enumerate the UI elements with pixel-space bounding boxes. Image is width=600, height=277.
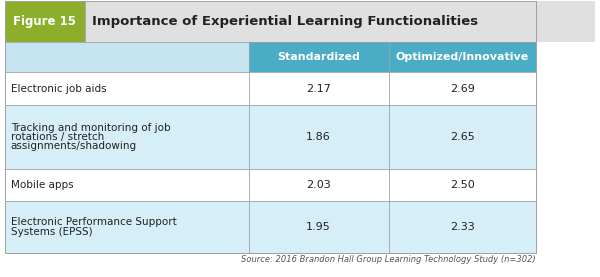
Text: 2.03: 2.03 xyxy=(306,180,331,190)
Text: Mobile apps: Mobile apps xyxy=(11,180,73,190)
Text: rotations / stretch: rotations / stretch xyxy=(11,132,104,142)
Text: Systems (EPSS): Systems (EPSS) xyxy=(11,227,92,237)
Text: Standardized: Standardized xyxy=(277,52,360,62)
Text: Tracking and monitoring of job: Tracking and monitoring of job xyxy=(11,123,170,133)
Bar xyxy=(5,42,248,72)
Text: Optimized/Innovative: Optimized/Innovative xyxy=(396,52,529,62)
Text: Source: 2016 Brandon Hall Group Learning Technology Study (n=302): Source: 2016 Brandon Hall Group Learning… xyxy=(241,255,536,264)
Bar xyxy=(5,1,536,253)
Bar xyxy=(5,169,248,201)
Bar xyxy=(389,169,536,201)
Bar xyxy=(85,1,595,42)
Text: Electronic Performance Support: Electronic Performance Support xyxy=(11,217,176,227)
Bar xyxy=(248,105,389,169)
Bar xyxy=(389,201,536,253)
Text: Figure 15: Figure 15 xyxy=(13,16,76,28)
Text: Importance of Experiential Learning Functionalities: Importance of Experiential Learning Func… xyxy=(92,16,478,28)
Bar xyxy=(5,72,248,105)
Bar xyxy=(389,72,536,105)
Text: 2.69: 2.69 xyxy=(450,84,475,94)
Text: 1.95: 1.95 xyxy=(306,222,331,232)
Bar xyxy=(248,169,389,201)
Text: 2.17: 2.17 xyxy=(306,84,331,94)
Text: 1.86: 1.86 xyxy=(306,132,331,142)
Bar xyxy=(248,201,389,253)
Bar xyxy=(248,42,389,72)
Bar xyxy=(248,72,389,105)
Bar xyxy=(5,1,85,42)
Bar xyxy=(389,42,536,72)
Text: Electronic job aids: Electronic job aids xyxy=(11,84,106,94)
Bar xyxy=(5,201,248,253)
Bar xyxy=(5,105,248,169)
Text: 2.50: 2.50 xyxy=(450,180,475,190)
Text: 2.33: 2.33 xyxy=(450,222,475,232)
Bar xyxy=(389,105,536,169)
Text: assignments/shadowing: assignments/shadowing xyxy=(11,141,137,151)
Text: 2.65: 2.65 xyxy=(450,132,475,142)
